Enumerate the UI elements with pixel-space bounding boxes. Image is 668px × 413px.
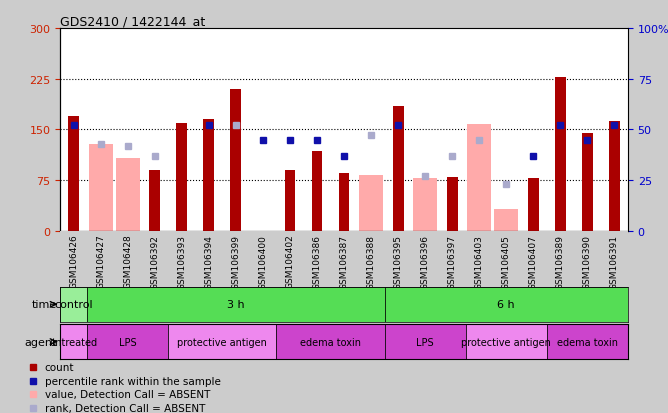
Bar (555, 78, 566, 231)
Text: GSM106428: GSM106428 (123, 234, 132, 289)
Text: count: count (45, 362, 74, 373)
Bar (413, 179, 438, 231)
Bar (385, 287, 628, 322)
Bar (494, 209, 518, 231)
Bar (87, 287, 385, 322)
Bar (339, 174, 349, 231)
Bar (87, 324, 168, 359)
Bar (547, 324, 628, 359)
Text: 3 h: 3 h (227, 299, 244, 310)
Text: rank, Detection Call = ABSENT: rank, Detection Call = ABSENT (45, 403, 205, 413)
Text: GSM106427: GSM106427 (96, 234, 105, 289)
Text: GSM106393: GSM106393 (177, 234, 186, 289)
Text: GSM106397: GSM106397 (448, 234, 457, 289)
Text: 6 h: 6 h (498, 299, 515, 310)
Bar (60, 287, 87, 322)
Bar (176, 123, 187, 231)
Text: GSM106400: GSM106400 (259, 234, 267, 289)
Text: protective antigen: protective antigen (462, 337, 551, 347)
Text: GSM106399: GSM106399 (231, 234, 240, 289)
Text: time: time (31, 299, 57, 310)
Bar (466, 324, 547, 359)
Text: GSM106426: GSM106426 (69, 234, 78, 289)
Text: GSM106392: GSM106392 (150, 234, 159, 289)
Bar (88, 145, 113, 231)
Bar (393, 107, 403, 231)
Bar (230, 90, 241, 231)
Bar (528, 179, 538, 231)
Text: protective antigen: protective antigen (178, 337, 267, 347)
Bar (277, 324, 385, 359)
Text: GSM106388: GSM106388 (367, 234, 375, 289)
Text: value, Detection Call = ABSENT: value, Detection Call = ABSENT (45, 389, 210, 399)
Text: GSM106396: GSM106396 (421, 234, 430, 289)
Bar (60, 231, 628, 289)
Text: GSM106387: GSM106387 (339, 234, 349, 289)
Text: GSM106405: GSM106405 (502, 234, 511, 289)
Text: edema toxin: edema toxin (300, 337, 361, 347)
Text: GDS2410 / 1422144_at: GDS2410 / 1422144_at (60, 15, 205, 28)
Text: control: control (54, 299, 93, 310)
Text: LPS: LPS (119, 337, 136, 347)
Bar (467, 125, 492, 231)
Bar (60, 324, 87, 359)
Text: GSM106407: GSM106407 (529, 234, 538, 289)
Text: GSM106402: GSM106402 (285, 234, 295, 289)
Bar (116, 159, 140, 231)
Bar (385, 324, 466, 359)
Text: GSM106394: GSM106394 (204, 234, 213, 289)
Text: LPS: LPS (416, 337, 434, 347)
Text: GSM106386: GSM106386 (313, 234, 321, 289)
Text: agent: agent (25, 337, 57, 347)
Text: percentile rank within the sample: percentile rank within the sample (45, 376, 220, 386)
Bar (68, 116, 79, 231)
Bar (311, 152, 323, 231)
Bar (582, 133, 593, 231)
Text: GSM106389: GSM106389 (556, 234, 565, 289)
Bar (609, 122, 620, 231)
Bar (204, 120, 214, 231)
Text: untreated: untreated (49, 337, 98, 347)
Bar (359, 176, 383, 231)
Text: GSM106395: GSM106395 (393, 234, 403, 289)
Bar (285, 171, 295, 231)
Bar (168, 324, 277, 359)
Text: GSM106390: GSM106390 (583, 234, 592, 289)
Text: edema toxin: edema toxin (557, 337, 618, 347)
Bar (150, 171, 160, 231)
Text: GSM106403: GSM106403 (475, 234, 484, 289)
Bar (447, 177, 458, 231)
Text: GSM106391: GSM106391 (610, 234, 619, 289)
